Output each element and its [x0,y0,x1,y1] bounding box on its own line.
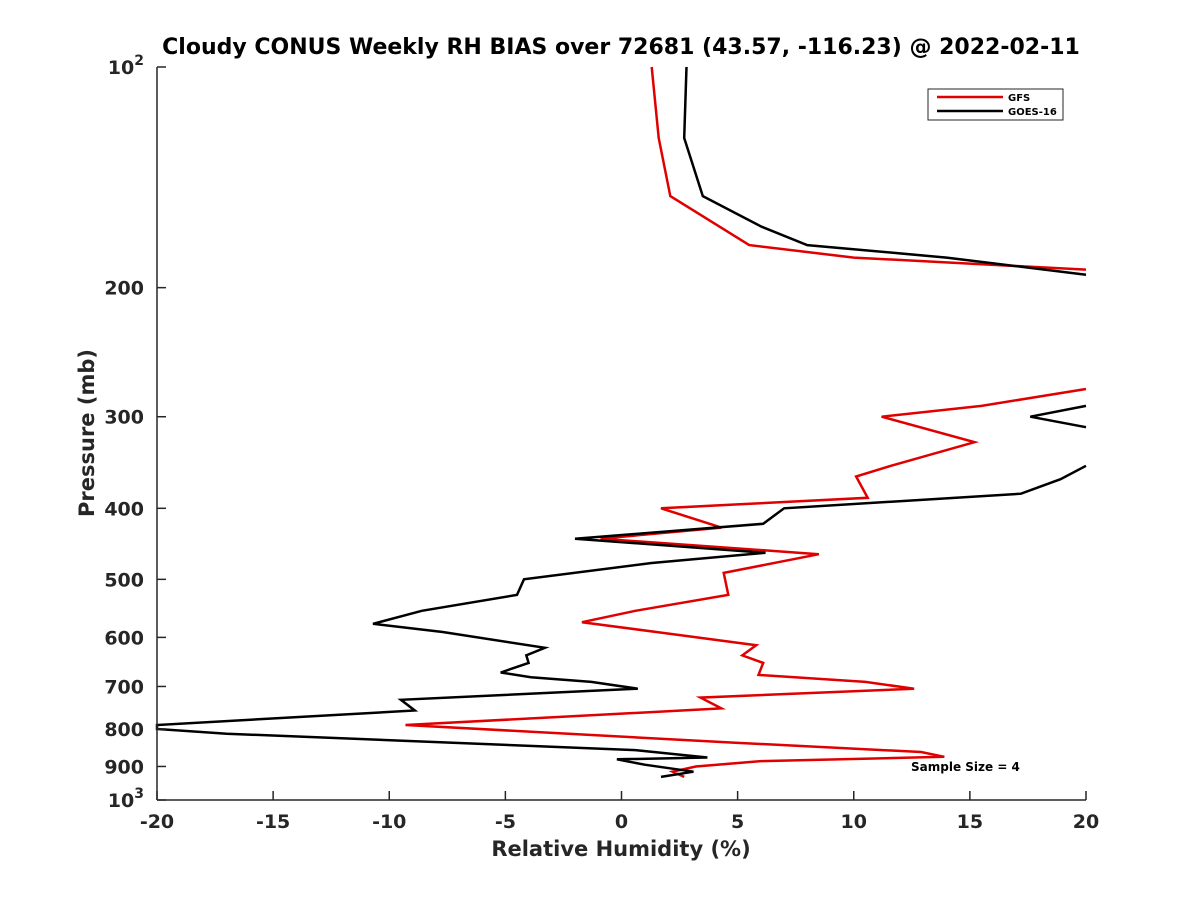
series-line-gfs-1 [405,387,1087,779]
legend-box [927,88,1064,121]
y-tick-label: 500 [104,569,144,591]
x-tick-label: 20 [1073,811,1099,833]
sample-size-annotation: Sample Size = 4 [911,760,1020,774]
y-ticks: 102 200 300 400 500 600 700 800 900 103 [104,53,166,812]
series-line-goes16-2 [155,464,1087,779]
x-tick-label: -15 [256,811,290,833]
x-tick-label: 5 [731,811,744,833]
y-tick-label: 400 [104,498,144,520]
x-ticks: -20 -15 -10 -5 0 5 10 15 20 [140,791,1099,833]
y-tick-label: 102 [108,53,144,79]
x-tick-label: -20 [140,811,174,833]
y-tick-label: 103 [108,786,144,812]
legend: GFS GOES-16 [927,88,1064,121]
x-tick-label: -5 [495,811,516,833]
y-tick-label: 900 [104,756,144,778]
y-tick-label: 800 [104,719,144,741]
y-tick-label: 700 [104,676,144,698]
legend-label-gfs: GFS [1008,93,1030,104]
chart-title: Cloudy CONUS Weekly RH BIAS over 72681 (… [162,35,1080,60]
y-tick-label: 200 [104,278,144,300]
series-line-goes16-0 [682,66,1087,276]
x-tick-label: 10 [841,811,867,833]
y-axis-label: Pressure (mb) [75,349,99,517]
series-line-goes16-1 [1030,404,1087,429]
x-tick-label: 15 [957,811,983,833]
series-layer [155,66,1087,779]
legend-label-goes16: GOES-16 [1008,107,1057,118]
x-tick-label: -10 [372,811,406,833]
x-tick-label: 0 [615,811,628,833]
y-tick-label: 300 [104,407,144,429]
y-tick-label: 600 [104,627,144,649]
x-axis-label: Relative Humidity (%) [491,837,750,861]
plot-background [157,67,1086,800]
